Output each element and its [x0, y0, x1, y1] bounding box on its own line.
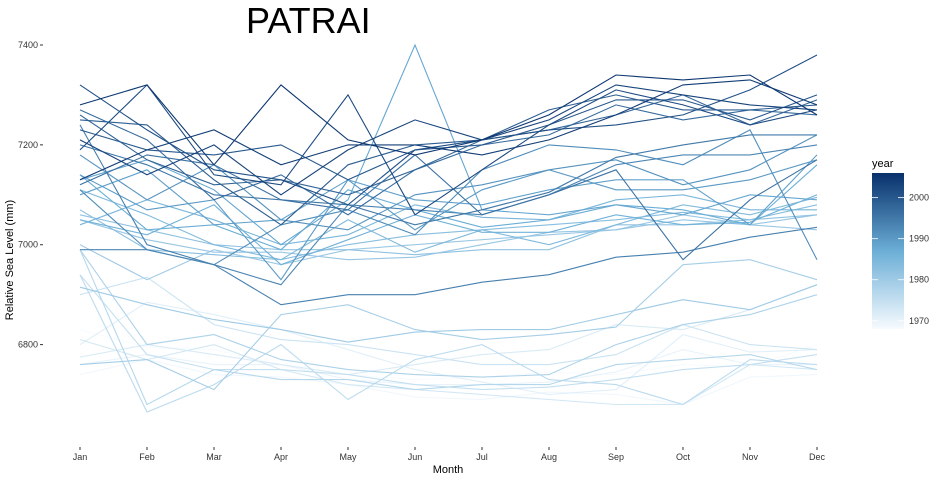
color-legend: year 1970 1980 1990 2000	[872, 158, 929, 329]
series-line-12	[79, 284, 818, 343]
series-line-30	[79, 104, 818, 216]
x-tick-label: Jul	[476, 452, 488, 462]
series-line-26	[80, 144, 818, 286]
x-tick-label: Nov	[742, 452, 759, 462]
legend-tick-label: 1970	[909, 316, 929, 326]
series-line-18	[79, 194, 817, 246]
series-line-38	[79, 74, 818, 166]
legend-tick-label: 1980	[909, 275, 929, 285]
series-line-1	[79, 359, 818, 406]
legend-colorbar	[872, 173, 904, 329]
series-line-17	[79, 189, 818, 261]
x-tick-label: Dec	[809, 452, 826, 462]
x-axis: Jan Feb Mar Apr May Jun Jul Aug Sep Oct Nov Dec	[73, 447, 826, 462]
x-axis-title: Month	[433, 464, 464, 476]
series-line-11	[79, 259, 818, 391]
x-tick-label: Mar	[206, 452, 222, 462]
series-line-19	[79, 194, 818, 266]
series-line-21	[79, 43, 818, 246]
series-line-16	[79, 204, 818, 261]
y-tick-label: 7400	[18, 40, 38, 50]
series-line-20	[79, 164, 818, 251]
y-axis-title: Relative Sea Level (mm)	[4, 200, 16, 320]
series-line-8	[79, 274, 818, 413]
y-tick-label: 7200	[18, 140, 38, 150]
series-line-2	[79, 349, 817, 386]
y-axis: 6800 7000 7200 7400	[18, 40, 43, 350]
series-line-13	[79, 214, 818, 281]
x-tick-label: May	[339, 452, 357, 462]
chart-title: PATRAI	[246, 0, 371, 41]
x-tick-label: Jan	[73, 452, 88, 462]
x-tick-label: Apr	[274, 452, 288, 462]
series-line-0	[79, 329, 818, 381]
series-line-5	[79, 339, 818, 406]
series-line-36	[79, 84, 818, 196]
x-tick-label: Jun	[408, 452, 423, 462]
series-line-32	[79, 94, 818, 226]
legend-ticks: 1970 1980 1990 2000	[872, 193, 929, 326]
series-line-35	[79, 84, 818, 216]
y-tick-label: 6800	[18, 340, 38, 350]
series-line-23	[79, 159, 818, 281]
legend-tick-label: 2000	[909, 193, 929, 203]
x-tick-label: Feb	[139, 452, 155, 462]
series-lines	[79, 43, 818, 413]
legend-title: year	[872, 158, 894, 170]
legend-tick-label: 1990	[909, 234, 929, 244]
y-tick-label: 7000	[18, 240, 38, 250]
series-line-14	[79, 214, 818, 261]
series-line-31	[79, 94, 818, 196]
x-tick-label: Oct	[676, 452, 691, 462]
series-line-10	[79, 249, 818, 378]
series-line-34	[79, 54, 818, 206]
series-line-9	[79, 249, 818, 406]
x-tick-label: Sep	[608, 452, 624, 462]
x-tick-label: Aug	[541, 452, 557, 462]
series-line-37	[79, 79, 818, 181]
